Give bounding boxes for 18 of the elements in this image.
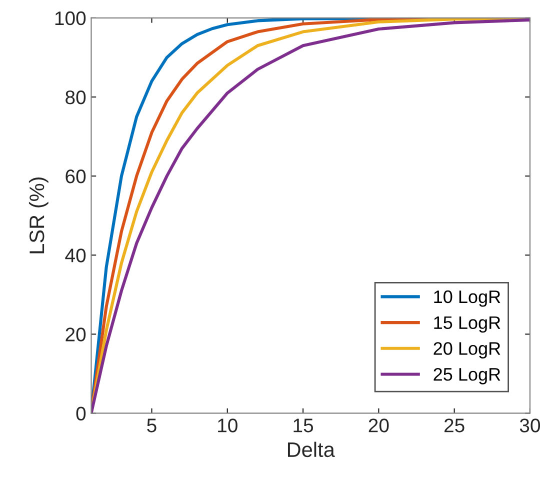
x-tick-label: 30 — [520, 418, 540, 432]
y-tick-label: 40 — [65, 248, 86, 262]
y-tick-label: 0 — [76, 406, 86, 420]
y-tick-label: 60 — [66, 170, 86, 184]
y-tick-label: 20 — [66, 328, 86, 342]
x-tick-label: 5 — [147, 418, 156, 432]
legend-label: 10 LogR — [434, 290, 500, 307]
y-tick-label: 100 — [55, 11, 86, 26]
x-tick-label: 20 — [368, 418, 389, 432]
y-tick-label: 80 — [66, 90, 86, 104]
legend-label: 25 LogR — [434, 368, 500, 384]
x-tick-label: 25 — [444, 418, 464, 432]
x-tick-label: 15 — [294, 418, 314, 432]
y-axis-title: LSR (%) — [28, 178, 48, 254]
legend-label: 20 LogR — [434, 342, 500, 358]
x-tick-label: 10 — [218, 418, 238, 432]
x-axis-title: Delta — [288, 442, 335, 458]
legend-label: 15 LogR — [434, 316, 500, 333]
